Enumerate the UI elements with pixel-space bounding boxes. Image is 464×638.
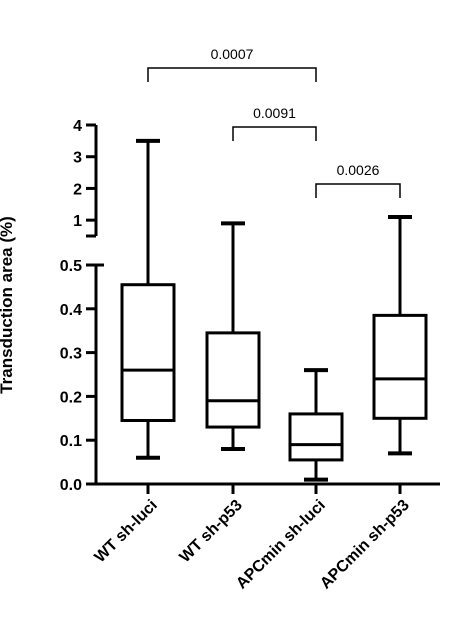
p-value-label: 0.0091 (253, 105, 296, 121)
comparison-bracket: 0.0007 (147, 46, 317, 82)
boxes (120, 138, 428, 494)
y-tick-label: 4 (73, 118, 82, 135)
y-tick-label: 0.0 (60, 477, 82, 494)
box-1 (120, 138, 176, 494)
p-value-label: 0.0007 (211, 46, 254, 62)
x-tick-label: APCmin sh-p53 (317, 497, 413, 593)
bracket-line (315, 183, 401, 198)
box-3 (288, 368, 344, 494)
x-tick-label: APCmin sh-luci (233, 497, 329, 593)
x-tick-label: WT sh-luci (92, 497, 161, 566)
comparison-bracket: 0.0026 (315, 162, 401, 198)
iqr-box (288, 412, 344, 462)
y-tick-label: 1 (73, 213, 82, 230)
y-tick-label: 0.3 (60, 346, 82, 363)
iqr-box (120, 283, 176, 422)
y-tick-label: 0.2 (60, 389, 82, 406)
box-2 (205, 221, 261, 494)
y-axis-title: Transduction area (%) (0, 216, 16, 394)
y-tick-label: 0.5 (60, 258, 82, 275)
axes (86, 125, 440, 486)
y-tick-label: 3 (73, 150, 82, 167)
p-value-label: 0.0026 (337, 162, 380, 178)
bracket-line (147, 67, 317, 82)
iqr-box (205, 331, 261, 429)
iqr-box (372, 313, 428, 420)
comparison-bracket: 0.0091 (232, 105, 317, 141)
y-ticks: 0.0 0.1 0.2 0.3 0.4 0.5 1 2 3 4 (60, 118, 96, 494)
significance-brackets: 0.0007 0.0091 0.0026 (147, 46, 401, 198)
y-tick-label: 0.4 (60, 302, 82, 319)
y-tick-label: 0.1 (60, 433, 82, 450)
box-4 (372, 214, 428, 494)
x-tick-label: WT sh-p53 (177, 497, 246, 566)
bracket-line (232, 126, 317, 141)
y-tick-label: 2 (73, 181, 82, 198)
